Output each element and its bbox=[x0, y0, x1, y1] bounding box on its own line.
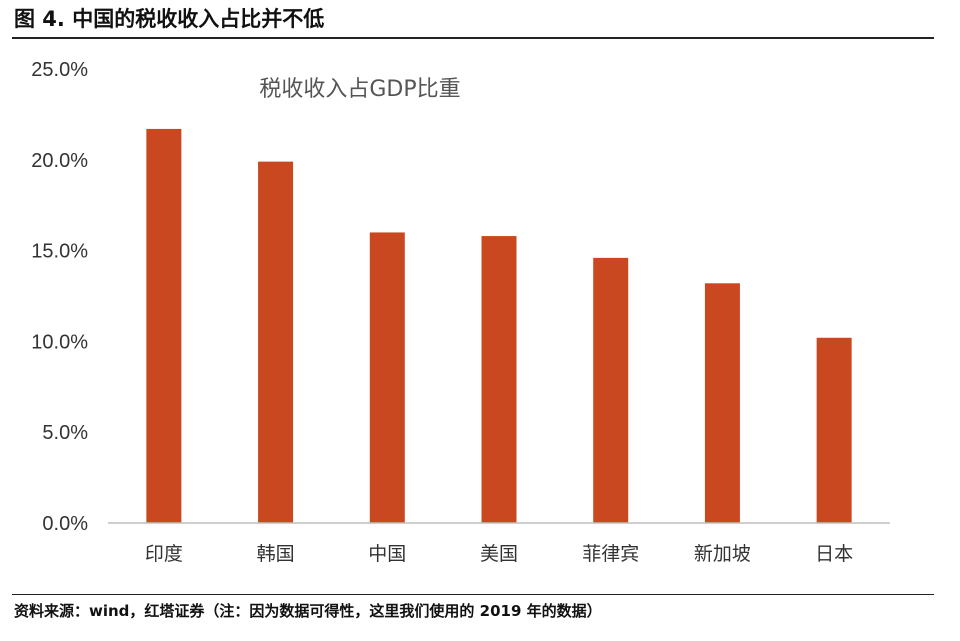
y-tick-label: 15.0% bbox=[31, 241, 88, 263]
x-tick-label: 中国 bbox=[368, 543, 406, 565]
bar bbox=[369, 232, 405, 523]
x-tick-label: 菲律宾 bbox=[582, 543, 639, 565]
bar bbox=[146, 128, 182, 523]
bar bbox=[481, 236, 517, 523]
source-divider bbox=[12, 594, 934, 595]
y-axis: 0.0% 5.0% 10.0% 15.0% 20.0% 25.0% bbox=[31, 59, 88, 535]
x-axis: 印度 韩国 中国 美国 菲律宾 新加坡 日本 bbox=[108, 522, 890, 565]
tax-revenue-bar-chart: 税收收入占GDP比重 0.0%5.0%10.0%15.0%20.0%25.0% … bbox=[31, 59, 890, 565]
source-note: 资料来源：wind，红塔证券（注：因为数据可得性，这里我们使用的 2019 年的… bbox=[14, 602, 602, 620]
x-tick-label: 印度 bbox=[145, 543, 183, 565]
figure-title: 图 4. 中国的税收收入占比并不低 bbox=[14, 7, 325, 31]
x-tick-label: 日本 bbox=[815, 543, 853, 565]
x-tick-label: 韩国 bbox=[257, 543, 295, 565]
x-tick-label: 新加坡 bbox=[694, 543, 751, 565]
bars bbox=[146, 128, 852, 523]
y-tick-label: 0.0% bbox=[42, 513, 88, 535]
bar bbox=[816, 337, 852, 523]
y-tick-label: 5.0% bbox=[42, 422, 88, 444]
bar bbox=[258, 161, 294, 523]
y-tick-label: 20.0% bbox=[31, 150, 88, 172]
bar bbox=[704, 283, 740, 523]
x-tick-label: 美国 bbox=[480, 543, 518, 565]
bar bbox=[593, 257, 629, 523]
title-divider bbox=[12, 37, 934, 39]
chart-title: 税收收入占GDP比重 bbox=[259, 77, 460, 102]
y-tick-label: 10.0% bbox=[31, 331, 88, 353]
y-tick-label: 25.0% bbox=[31, 59, 88, 81]
